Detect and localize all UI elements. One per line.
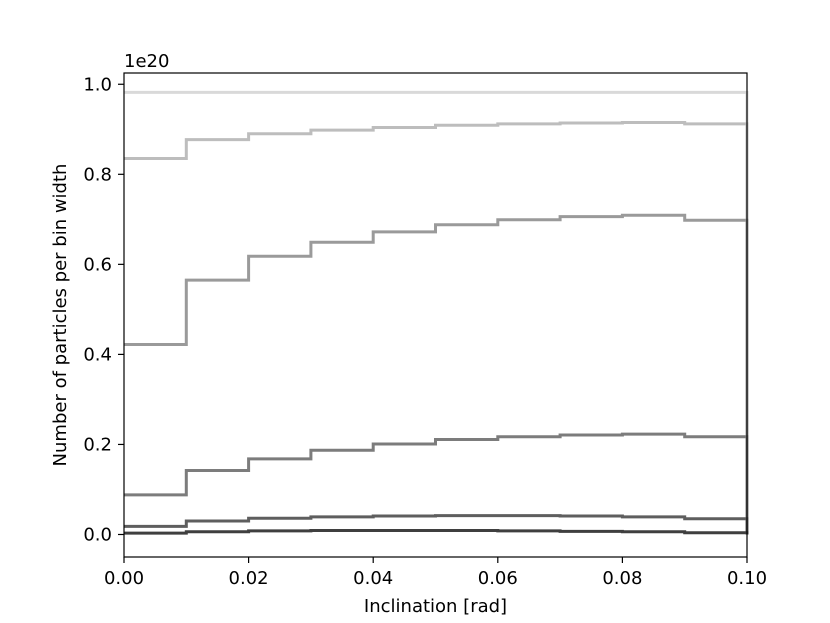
plot-frame [123,72,748,558]
series-layer [124,90,749,535]
y-axis-label: Number of particles per bin width [50,164,71,467]
y-tick-label: 0.8 [83,164,112,185]
x-tick-label: 0.10 [727,568,767,589]
series-line-3 [124,213,749,535]
x-tick-label: 0.08 [602,568,642,589]
y-tick-label: 0.2 [83,434,112,455]
x-tick-label: 0.04 [353,568,393,589]
x-axis-label: Inclination [rad] [364,596,507,617]
y-tick-label: 0.4 [83,344,112,365]
series-line-2 [124,121,749,535]
series-line-6 [124,528,749,535]
x-tick-label: 0.02 [229,568,269,589]
y-axis-ticks: 0.0 0.2 0.4 0.6 0.8 1.0 [83,74,124,545]
series-line-1 [124,90,749,535]
series-line-5 [124,514,749,535]
x-tick-label: 0.00 [104,568,144,589]
x-axis-ticks: 0.00 0.02 0.04 0.06 0.08 0.10 [104,557,767,589]
y-tick-label: 0.0 [83,524,112,545]
y-tick-label: 1.0 [83,74,112,95]
y-tick-label: 0.6 [83,254,112,275]
x-tick-label: 0.06 [478,568,518,589]
series-line-4 [124,432,749,535]
y-offset-label: 1e20 [124,51,169,72]
